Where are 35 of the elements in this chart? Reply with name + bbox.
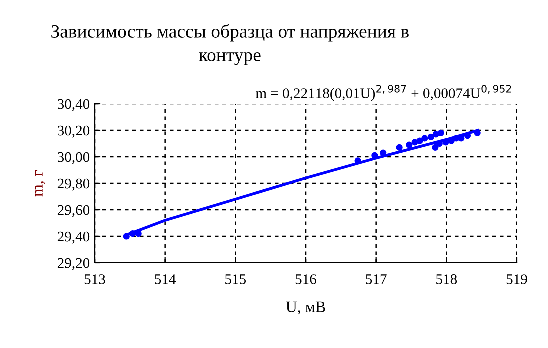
x-axis-title: U, мВ bbox=[286, 302, 326, 315]
x-tick-label: 514 bbox=[155, 274, 176, 284]
point bbox=[422, 135, 428, 142]
y-tick-label: 29,20 bbox=[58, 258, 90, 270]
point bbox=[396, 144, 403, 152]
point bbox=[135, 230, 142, 238]
point bbox=[438, 130, 444, 136]
y-axis-title: m, г bbox=[35, 170, 46, 197]
y-tick-label: 29,40 bbox=[58, 232, 90, 244]
x-tick-label: 516 bbox=[296, 274, 316, 284]
point bbox=[372, 152, 378, 159]
text: m = 0,22118(0,01U)$^{2,987}$ + 0,00074U$^{0,952}$ bbox=[256, 85, 512, 102]
point bbox=[123, 233, 130, 240]
point bbox=[412, 139, 418, 146]
x-tick-label: 519 bbox=[506, 274, 528, 284]
point bbox=[464, 132, 472, 140]
y-tick-label: 30,20 bbox=[58, 126, 90, 138]
point bbox=[416, 138, 424, 144]
point bbox=[432, 144, 439, 152]
chart-title: Зависимость массы образца от напряжения в контуре bbox=[52, 24, 409, 66]
x-tick-label: 518 bbox=[436, 274, 458, 284]
point bbox=[474, 130, 481, 136]
point bbox=[380, 150, 387, 156]
x-tick-label: 517 bbox=[366, 274, 387, 284]
y-tick-label: 30,00 bbox=[58, 152, 90, 164]
point bbox=[458, 135, 465, 142]
point bbox=[130, 230, 136, 238]
y-tick-label: 29,60 bbox=[58, 205, 90, 218]
point bbox=[432, 131, 440, 138]
x-tick-label: 515 bbox=[226, 274, 246, 284]
x-tick-label: 513 bbox=[84, 274, 106, 284]
y-tick-label: 30,40 bbox=[58, 99, 90, 112]
y-tick-label: 29,80 bbox=[58, 178, 90, 191]
point bbox=[428, 134, 434, 140]
point bbox=[406, 142, 413, 148]
